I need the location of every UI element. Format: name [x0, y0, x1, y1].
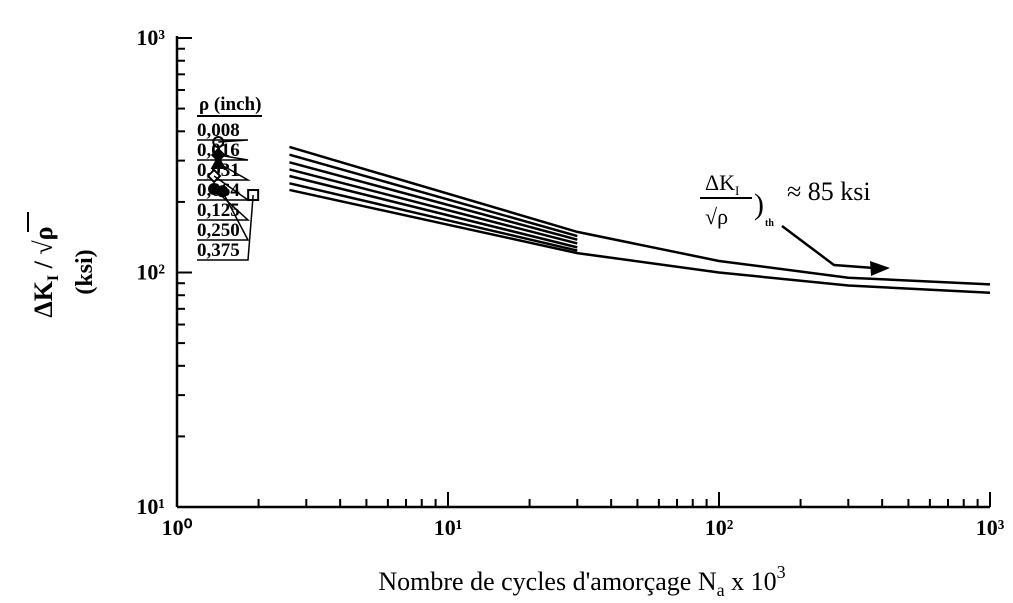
x-tick-label: 10²	[705, 515, 734, 540]
series-line	[289, 153, 578, 238]
annotation-numerator: ΔKI	[705, 170, 739, 198]
x-tick-label: 10³	[976, 515, 1005, 540]
series-line	[289, 188, 991, 294]
legend-leader	[197, 139, 249, 143]
annotation-part: ΔK	[705, 170, 735, 195]
x-tick-label: 10⁰	[162, 515, 193, 540]
y-tick-label: 10²	[136, 260, 165, 285]
x-axis-label-part: x 10	[725, 567, 777, 596]
y-axis-unit: (ksi)	[72, 249, 98, 294]
y-axis-label-part: / √ρ	[29, 226, 58, 274]
legend-leader	[197, 154, 249, 161]
annotation-part: I	[735, 183, 739, 198]
annotation-close: )	[754, 188, 764, 221]
legend-title: ρ (inch)	[199, 94, 261, 115]
y-tick-label: 10³	[136, 25, 165, 50]
series-line	[289, 182, 578, 252]
annotation-arrow	[781, 225, 890, 276]
legend-leader	[197, 190, 250, 241]
legend-leader	[197, 194, 254, 261]
series-line	[289, 174, 578, 249]
x-tick-label: 10¹	[434, 515, 463, 540]
y-tick-label: 10¹	[136, 494, 165, 519]
y-axis-label-part: ΔK	[29, 280, 58, 317]
series-line	[289, 145, 991, 286]
x-axis-label-part: a	[717, 580, 725, 600]
series-line	[289, 161, 578, 241]
legend-label: 0,016	[197, 140, 240, 161]
x-axis-label-part: Nombre de cycles d'amorçage N	[378, 567, 716, 596]
annotation-denominator: √ρ	[705, 204, 728, 229]
y-axis-label-part: I	[45, 275, 62, 281]
y-axis-label-group: ΔKI / √ρ (ksi)	[27, 212, 98, 318]
annotation-subscript: th	[765, 218, 774, 229]
legend-label: 0,250	[197, 220, 240, 241]
legend-label: 0,125	[197, 200, 240, 221]
series-line	[289, 168, 578, 245]
annotation-text: ≈ 85 ksi	[787, 177, 871, 206]
x-axis-label-part: 3	[777, 562, 786, 582]
legend-leader	[197, 188, 250, 221]
x-axis-label: Nombre de cycles d'amorçage Na x 103	[378, 562, 785, 600]
legend-label: 0,008	[197, 120, 240, 141]
legend-label: 0,375	[197, 240, 240, 261]
y-axis-label: ΔKI / √ρ	[29, 226, 62, 317]
